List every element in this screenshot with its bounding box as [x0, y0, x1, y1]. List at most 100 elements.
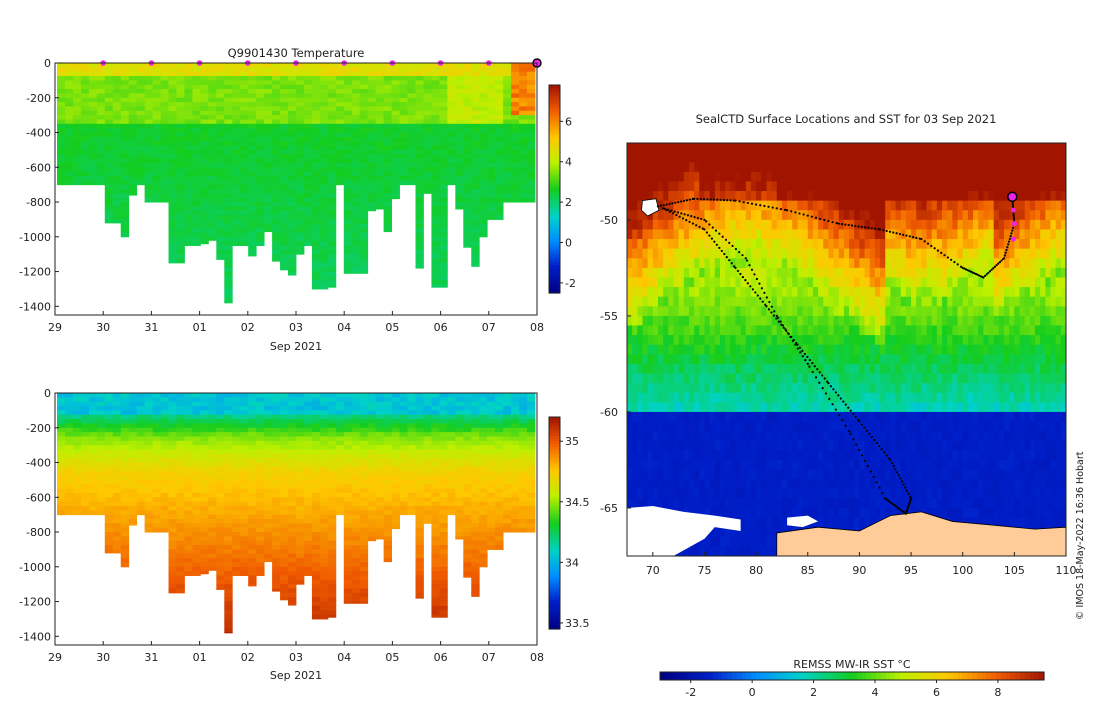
- section-cell: [97, 463, 105, 468]
- section-cell: [479, 428, 487, 433]
- section-cell: [216, 198, 224, 203]
- section-cell: [137, 67, 145, 72]
- section-cell: [503, 141, 511, 146]
- section-cell: [169, 589, 177, 594]
- section-cell: [439, 237, 447, 242]
- section-cell: [232, 119, 240, 124]
- section-cell: [455, 402, 463, 407]
- section-cell: [495, 436, 503, 441]
- section-cell: [423, 423, 431, 428]
- section-cell: [113, 476, 121, 481]
- section-cell: [503, 128, 511, 133]
- section-cell: [368, 189, 376, 194]
- section-cell: [272, 484, 280, 489]
- section-cell: [431, 93, 439, 98]
- section-cell: [145, 454, 153, 459]
- section-cell: [248, 237, 256, 242]
- section-cell: [503, 93, 511, 98]
- section-cell: [105, 393, 113, 398]
- section-cell: [256, 202, 264, 207]
- section-cell: [312, 428, 320, 433]
- section-cell: [169, 536, 177, 541]
- section-cell: [495, 67, 503, 72]
- section-cell: [177, 89, 185, 94]
- section-cell: [184, 72, 192, 77]
- section-cell: [336, 159, 344, 164]
- section-cell: [65, 484, 73, 489]
- section-cell: [121, 193, 129, 198]
- section-cell: [89, 176, 97, 181]
- section-cell: [392, 124, 400, 129]
- section-cell: [224, 606, 232, 611]
- section-cell: [161, 484, 169, 489]
- section-cell: [137, 85, 145, 90]
- section-cell: [89, 124, 97, 129]
- section-cell: [304, 219, 312, 224]
- section-cell: [296, 497, 304, 502]
- section-cell: [288, 397, 296, 402]
- section-cell: [487, 193, 495, 198]
- section-cell: [81, 441, 89, 446]
- section-cell: [416, 124, 424, 129]
- section-cell: [439, 272, 447, 277]
- section-cell: [65, 67, 73, 72]
- section-cell: [320, 493, 328, 498]
- section-cell: [264, 510, 272, 515]
- section-cell: [503, 102, 511, 107]
- section-cell: [97, 415, 105, 420]
- section-cell: [296, 211, 304, 216]
- section-cell: [344, 146, 352, 151]
- section-cell: [416, 506, 424, 511]
- section-cell: [248, 111, 256, 116]
- section-cell: [280, 89, 288, 94]
- section-cell: [288, 515, 296, 520]
- section-cell: [344, 124, 352, 129]
- section-cell: [455, 185, 463, 190]
- section-cell: [200, 441, 208, 446]
- section-cell: [336, 102, 344, 107]
- section-cell: [439, 476, 447, 481]
- section-cell: [503, 410, 511, 415]
- section-cell: [280, 80, 288, 85]
- section-cell: [256, 241, 264, 246]
- section-cell: [240, 206, 248, 211]
- section-cell: [65, 76, 73, 81]
- section-cell: [455, 463, 463, 468]
- section-cell: [288, 133, 296, 138]
- section-cell: [416, 189, 424, 194]
- section-cell: [256, 219, 264, 224]
- section-cell: [224, 480, 232, 485]
- section-cell: [145, 397, 153, 402]
- section-cell: [463, 575, 471, 577]
- section-cell: [97, 406, 105, 411]
- section-cell: [105, 180, 113, 185]
- section-cell: [153, 463, 161, 468]
- section-cell: [97, 106, 105, 111]
- section-cell: [81, 480, 89, 485]
- section-cell: [97, 502, 105, 507]
- section-cell: [376, 146, 384, 151]
- section-cell: [280, 476, 288, 481]
- section-cell: [360, 80, 368, 85]
- section-cell: [519, 397, 527, 402]
- section-cell: [200, 493, 208, 498]
- section-cell: [471, 493, 479, 498]
- section-cell: [192, 98, 200, 103]
- section-cell: [344, 549, 352, 554]
- section-cell: [137, 476, 145, 481]
- x-tick-label: 03: [289, 321, 303, 334]
- section-cell: [169, 111, 177, 116]
- section-cell: [57, 80, 65, 85]
- section-cell: [169, 176, 177, 181]
- section-cell: [248, 506, 256, 511]
- section-cell: [503, 515, 511, 520]
- section-cell: [264, 397, 272, 402]
- section-cell: [272, 102, 280, 107]
- sst-cell: [627, 316, 633, 326]
- section-cell: [400, 480, 408, 485]
- section-cell: [208, 193, 216, 198]
- section-cell: [184, 415, 192, 420]
- sst-cell: [627, 201, 633, 211]
- section-cell: [57, 415, 65, 420]
- section-cell: [328, 263, 336, 268]
